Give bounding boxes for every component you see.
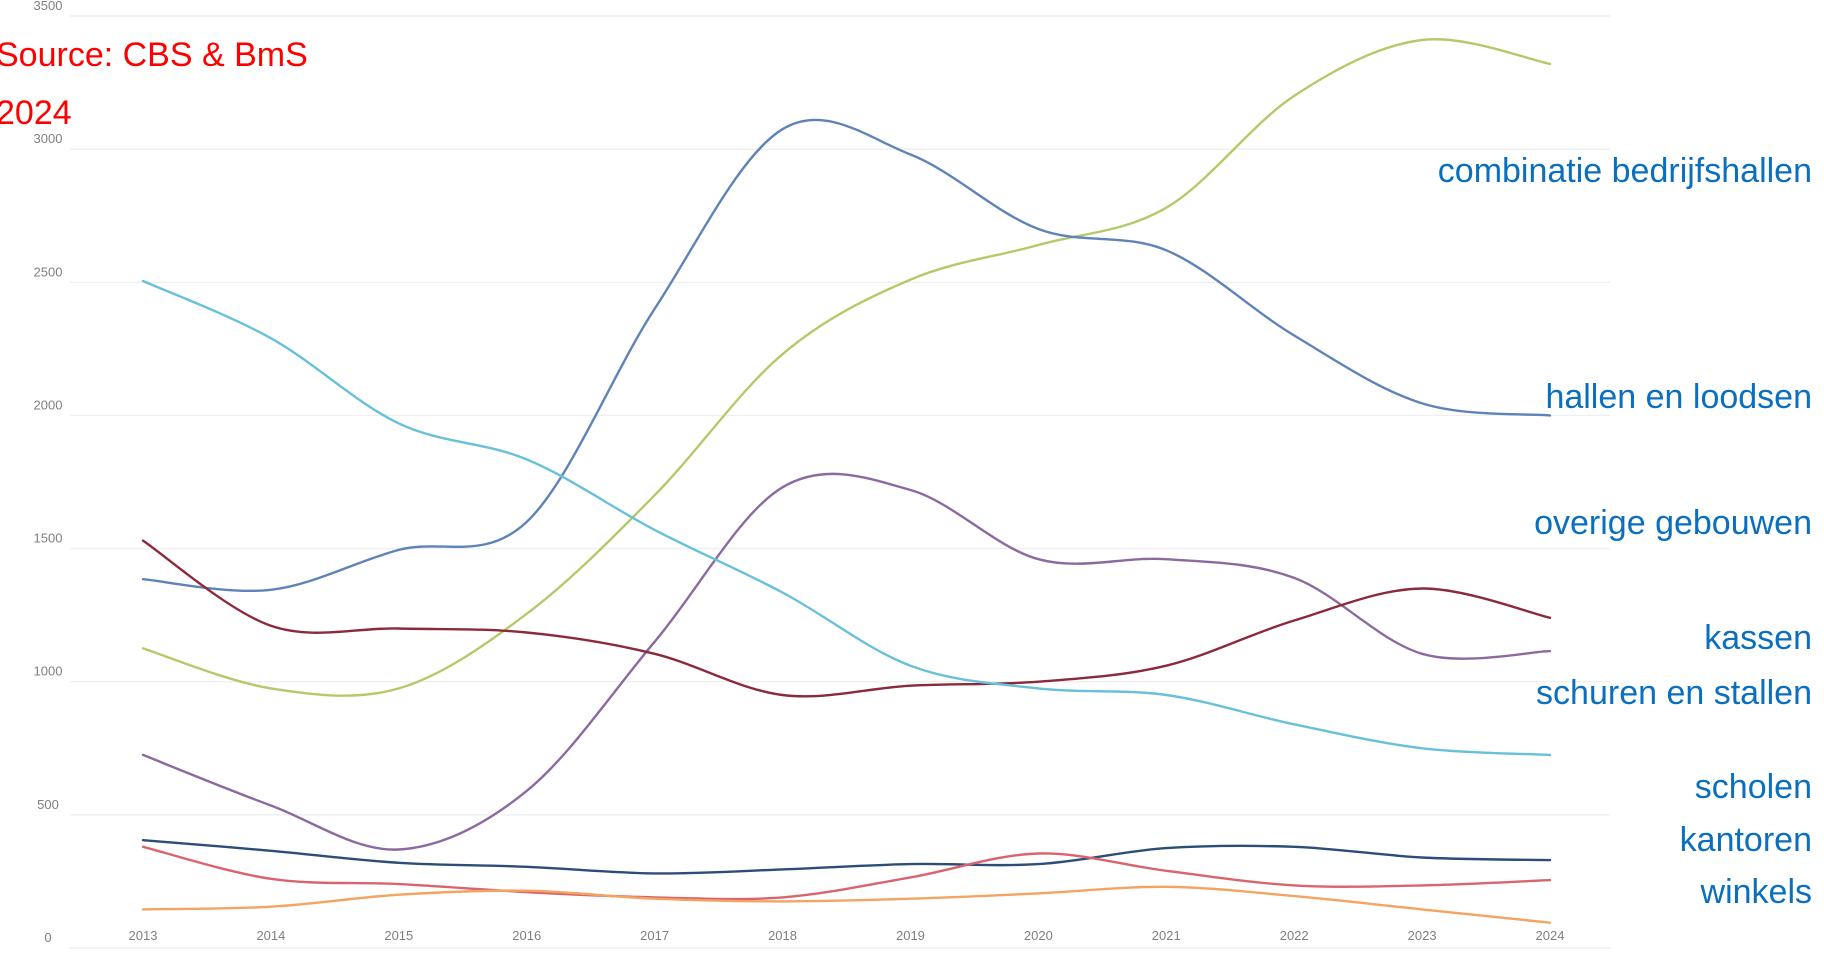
series-line-scholen xyxy=(141,839,1552,875)
x-tick-label: 2016 xyxy=(512,928,541,943)
series-label: schuren en stallen xyxy=(1536,674,1812,712)
x-tick-label: 2024 xyxy=(1536,928,1565,943)
series-line-winkels xyxy=(141,885,1552,924)
series-line-kantoren xyxy=(141,845,1552,901)
series-label: overige gebouwen xyxy=(1534,504,1812,542)
y-tick-label: 1500 xyxy=(34,531,63,546)
x-tick-label: 2015 xyxy=(384,928,413,943)
x-tick-label: 2022 xyxy=(1280,928,1309,943)
x-tick-label: 2018 xyxy=(768,928,797,943)
series-line-schuren xyxy=(141,279,1552,757)
source-text: Source: CBS & BmS xyxy=(0,36,308,74)
series-label: scholen xyxy=(1695,768,1812,806)
y-tick-label: 500 xyxy=(37,797,59,812)
x-tick-label: 2019 xyxy=(896,928,925,943)
y-tick-label: 2500 xyxy=(34,264,63,279)
series-line-overige xyxy=(141,472,1552,851)
x-tick-label: 2021 xyxy=(1152,928,1181,943)
y-tick-label: 3500 xyxy=(34,0,63,13)
y-tick-label: 2000 xyxy=(34,397,63,412)
series-line-hallen xyxy=(141,118,1552,593)
series-line-combinatie xyxy=(141,38,1552,697)
year-text: 2024 xyxy=(0,94,72,132)
y-tick-label: 1000 xyxy=(34,664,63,679)
series-label: combinatie bedrijfshallen xyxy=(1438,152,1812,190)
series-label: hallen en loodsen xyxy=(1545,378,1812,416)
series-label: kassen xyxy=(1704,619,1812,657)
series-label: kantoren xyxy=(1680,821,1812,859)
x-tick-label: 2013 xyxy=(129,928,158,943)
x-tick-label: 2020 xyxy=(1024,928,1053,943)
y-tick-label: 0 xyxy=(44,930,51,945)
x-tick-label: 2017 xyxy=(640,928,669,943)
series-label: winkels xyxy=(1700,873,1812,911)
x-tick-label: 2014 xyxy=(256,928,285,943)
y-tick-label: 3000 xyxy=(34,131,63,146)
series-line-kassen xyxy=(141,539,1552,698)
x-tick-label: 2023 xyxy=(1408,928,1437,943)
